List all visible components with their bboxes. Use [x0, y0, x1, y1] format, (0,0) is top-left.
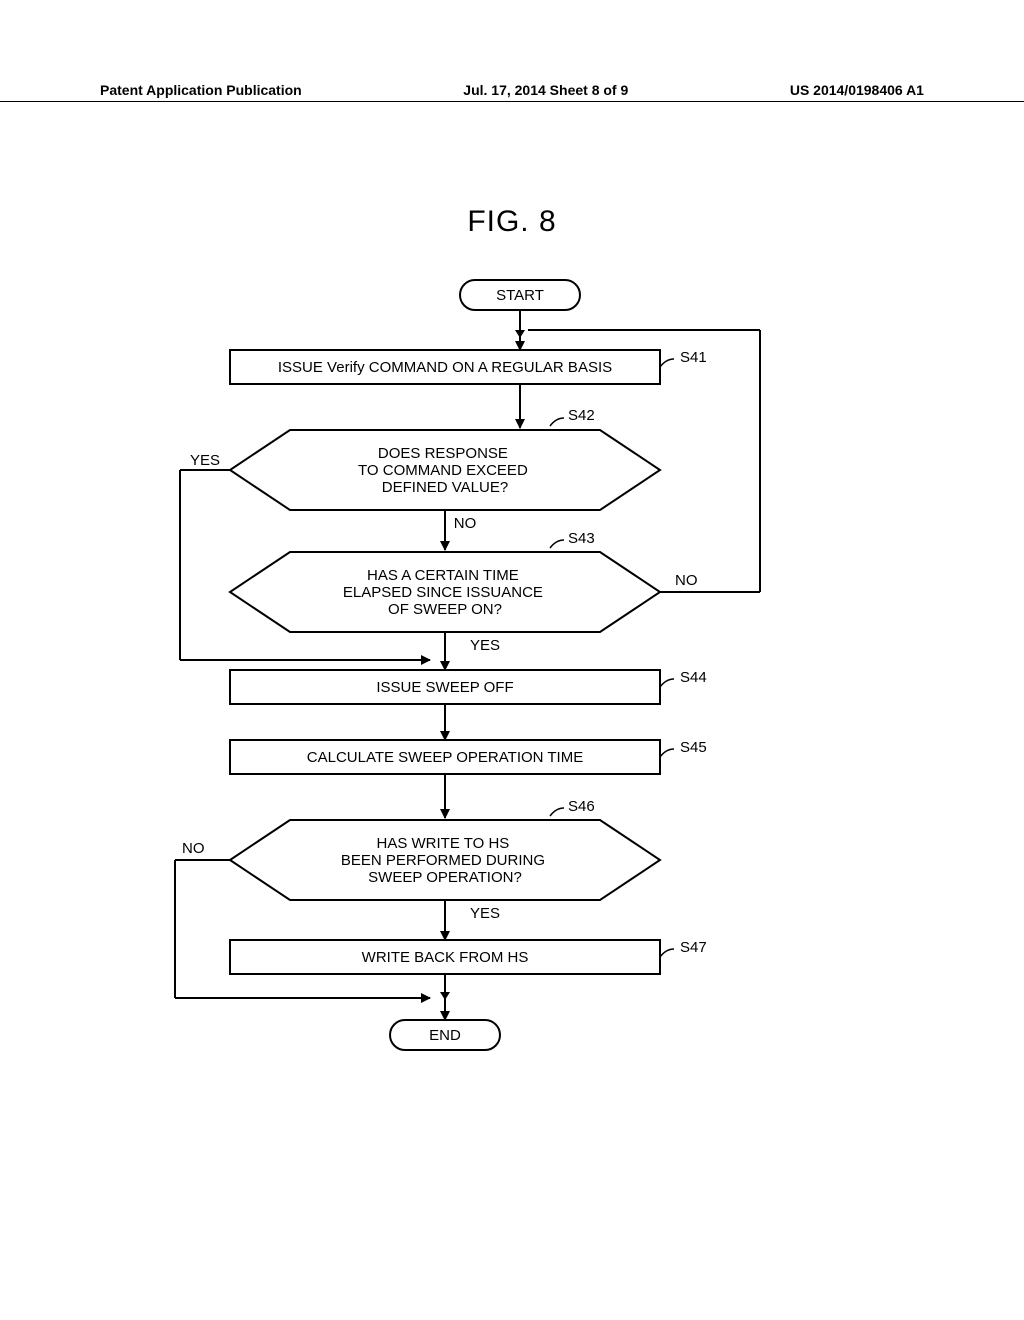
- node-s44: ISSUE SWEEP OFF: [230, 670, 660, 704]
- s46-no: NO: [182, 840, 205, 857]
- s45-label: CALCULATE SWEEP OPERATION TIME: [307, 749, 583, 766]
- node-start: START: [460, 280, 580, 310]
- header-center: Jul. 17, 2014 Sheet 8 of 9: [463, 82, 628, 97]
- s45-tag: S45: [680, 739, 707, 756]
- s44-label: ISSUE SWEEP OFF: [376, 679, 513, 696]
- s47-label: WRITE BACK FROM HS: [362, 949, 529, 966]
- header-right: US 2014/0198406 A1: [790, 82, 924, 97]
- s42-no: NO: [454, 515, 477, 532]
- end-label: END: [429, 1027, 461, 1044]
- s46-tag: S46: [568, 798, 595, 815]
- node-s41: ISSUE Verify COMMAND ON A REGULAR BASIS: [230, 350, 660, 384]
- page-header: Patent Application Publication Jul. 17, …: [0, 82, 1024, 102]
- s42-yes: YES: [190, 452, 220, 469]
- header-left: Patent Application Publication: [100, 82, 302, 97]
- node-s43: HAS A CERTAIN TIME ELAPSED SINCE ISSUANC…: [230, 552, 660, 632]
- node-end: END: [390, 1020, 500, 1050]
- svg-text:DOES RESPONSE TO COMMAND: DOES RESPONSE TO COMMAND EXCEED DEFINED …: [358, 445, 532, 496]
- s43-yes: YES: [470, 637, 500, 654]
- s47-tag: S47: [680, 939, 707, 956]
- node-s46: HAS WRITE TO HS BEEN PERFORMED DURING SW…: [230, 820, 660, 900]
- s46-yes: YES: [470, 905, 500, 922]
- node-s47: WRITE BACK FROM HS: [230, 940, 660, 974]
- flowchart: START ISSUE Verify COMMAND ON A REGULAR …: [120, 270, 920, 1170]
- start-label: START: [496, 287, 544, 304]
- s43-no: NO: [675, 572, 698, 589]
- s42-tag: S42: [568, 407, 595, 424]
- s41-tag: S41: [680, 349, 707, 366]
- s41-label: ISSUE Verify COMMAND ON A REGULAR BASIS: [278, 359, 612, 376]
- node-s42: DOES RESPONSE TO COMMAND EXCEED DEFINED …: [230, 430, 660, 510]
- s43-tag: S43: [568, 530, 595, 547]
- s44-tag: S44: [680, 669, 707, 686]
- figure-title: FIG. 8: [0, 205, 1024, 239]
- node-s45: CALCULATE SWEEP OPERATION TIME: [230, 740, 660, 774]
